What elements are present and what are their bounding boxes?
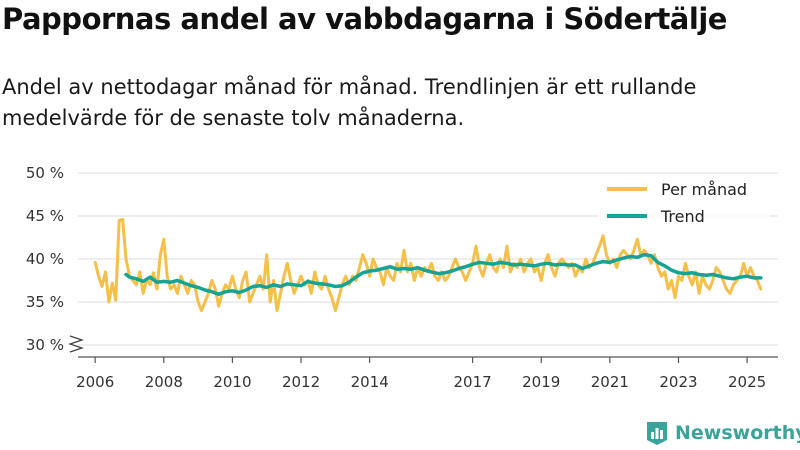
x-tick-label: 2025 — [728, 373, 766, 391]
line-chart: 30 % 35 % 40 % 45 % 50 % 2006 2008 2010 2012 201… — [26, 164, 778, 391]
y-tick-label: 50 % — [26, 164, 64, 182]
x-tick-label: 2017 — [454, 373, 492, 391]
y-tick-label: 35 % — [26, 293, 64, 311]
x-tick-label: 2021 — [591, 373, 629, 391]
brand-name: Newsworthy — [675, 422, 800, 444]
x-tick-label: 2023 — [659, 373, 697, 391]
series-lines — [93, 217, 763, 313]
chart-title: Pappornas andel av vabbdagarna i Södertä… — [2, 2, 727, 36]
axis-break-icon — [67, 335, 85, 353]
x-axis: 2006 2008 2010 2012 2014 2017 2019 2021 2023 2025 — [76, 356, 778, 391]
x-tick-label: 2012 — [282, 373, 320, 391]
y-axis: 30 % 35 % 40 % 45 % 50 % — [26, 164, 85, 354]
newsworthy-logo-icon — [647, 422, 667, 445]
x-tick-label: 2010 — [213, 373, 251, 391]
x-tick-label: 2014 — [351, 373, 389, 391]
y-tick-label: 30 % — [26, 336, 64, 354]
legend: Per månad Trend — [598, 176, 770, 234]
x-tick-label: 2008 — [145, 373, 183, 391]
y-tick-label: 40 % — [26, 250, 64, 268]
chart-subtitle: Andel av nettodagar månad för månad. Tre… — [2, 75, 697, 130]
brand-logo: Newsworthy — [645, 420, 800, 446]
legend-background — [598, 176, 770, 234]
x-tick-label: 2019 — [522, 373, 560, 391]
legend-label: Trend — [660, 207, 705, 226]
y-tick-label: 45 % — [26, 207, 64, 225]
x-tick-label: 2006 — [76, 373, 114, 391]
series-line-trend — [124, 252, 763, 297]
legend-label: Per månad — [661, 180, 747, 199]
